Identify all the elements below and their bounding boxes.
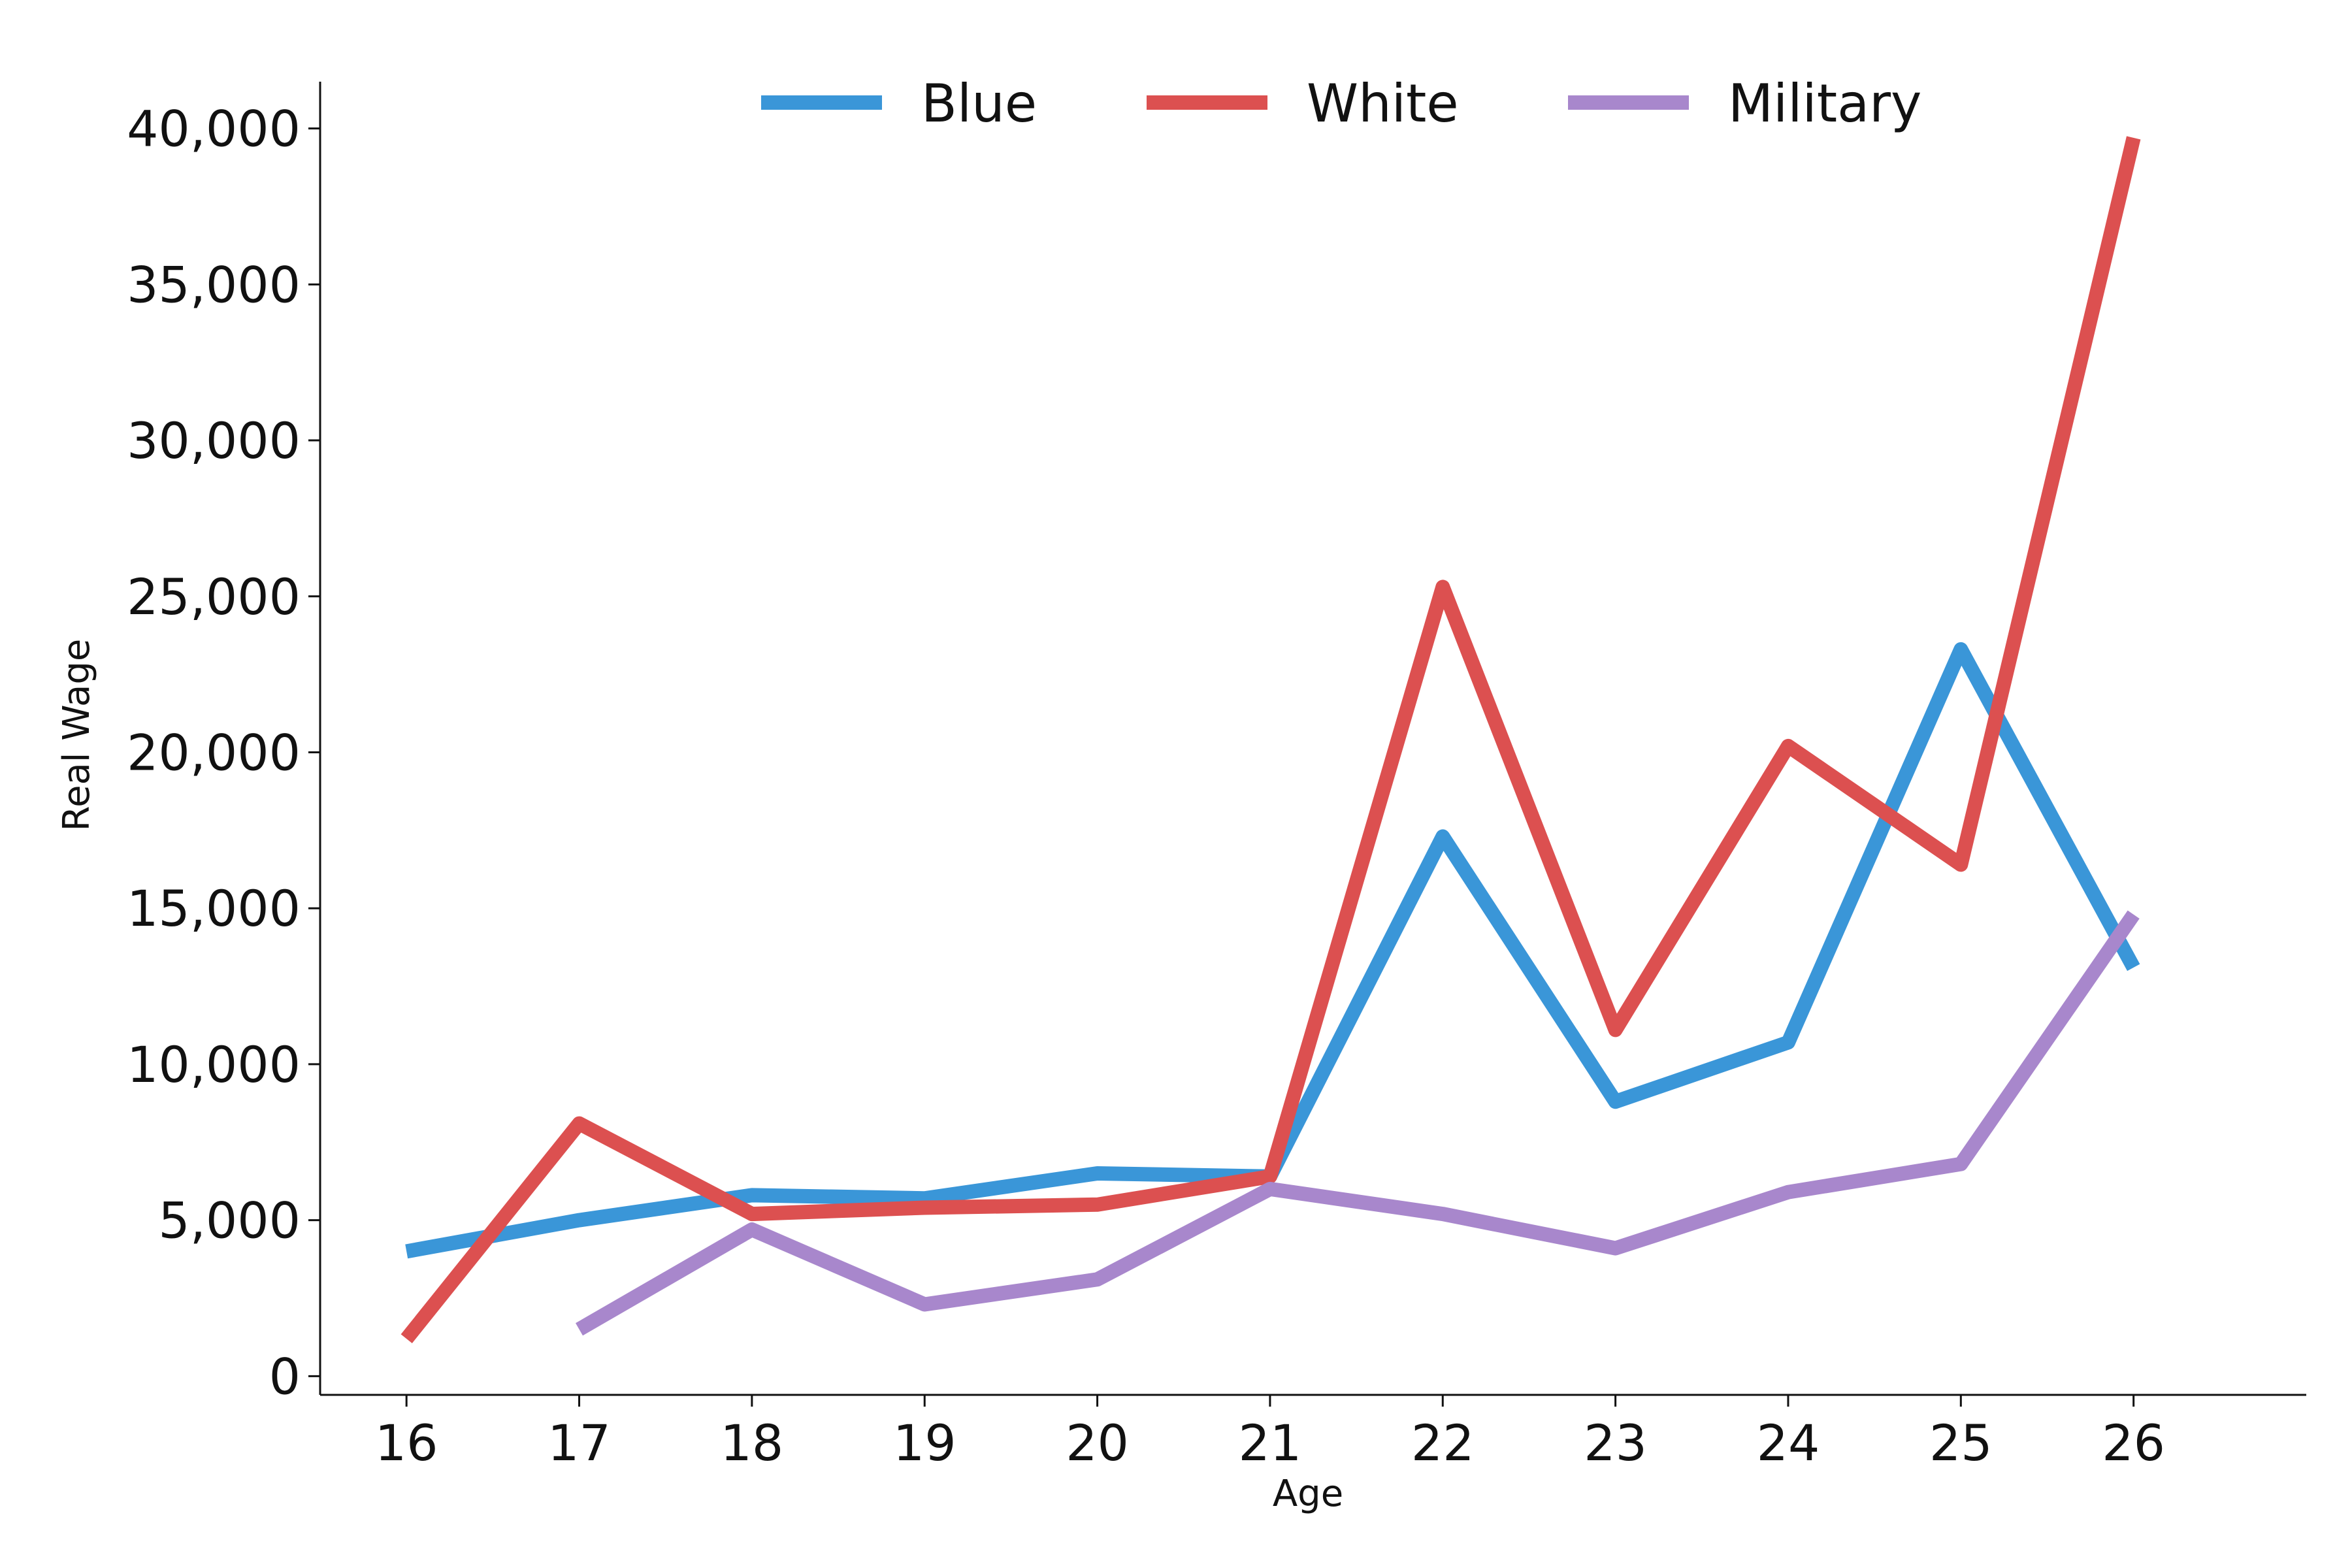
x-axis-label: Age [1273,1473,1343,1515]
x-tick-label: 26 [2102,1414,2165,1472]
y-tick-label: 25,000 [127,568,301,626]
x-tick-label: 22 [1411,1414,1475,1472]
x-tick-label: 17 [547,1414,611,1472]
y-tick-label: 40,000 [127,100,301,158]
y-tick-label: 20,000 [127,723,301,781]
x-tick-label: 18 [721,1414,784,1472]
y-tick-label: 10,000 [127,1036,301,1094]
series-line-military [575,910,2140,1336]
legend-label-military: Military [1728,73,1921,134]
y-ticks: 0 5,000 10,000 15,000 20,000 25,000 30,000 35,0… [127,100,320,1405]
x-tick-label: 16 [375,1414,438,1472]
y-tick-label: 5,000 [158,1192,301,1250]
x-tick-label: 20 [1066,1414,1129,1472]
x-tick-label: 23 [1584,1414,1647,1472]
y-tick-label: 35,000 [127,255,301,314]
axes: 16 17 18 19 20 21 22 23 24 25 26 0 5,000 10,000 15,00… [127,82,2306,1472]
x-tick-label: 24 [1757,1414,1820,1472]
series-line-white [400,136,2141,1343]
legend: Blue White Military [761,73,1921,134]
x-tick-label: 25 [1929,1414,1993,1472]
legend-label-blue: Blue [921,73,1037,134]
y-tick-label: 15,000 [127,879,301,938]
y-axis-label: Real Wage [56,639,98,832]
x-ticks: 16 17 18 19 20 21 22 23 24 25 26 [375,1395,2165,1472]
legend-label-white: White [1307,73,1459,134]
series-layer [400,136,2141,1343]
x-tick-label: 21 [1239,1414,1302,1472]
y-tick-label: 0 [269,1347,301,1405]
x-tick-label: 19 [893,1414,956,1472]
y-tick-label: 30,000 [127,412,301,470]
